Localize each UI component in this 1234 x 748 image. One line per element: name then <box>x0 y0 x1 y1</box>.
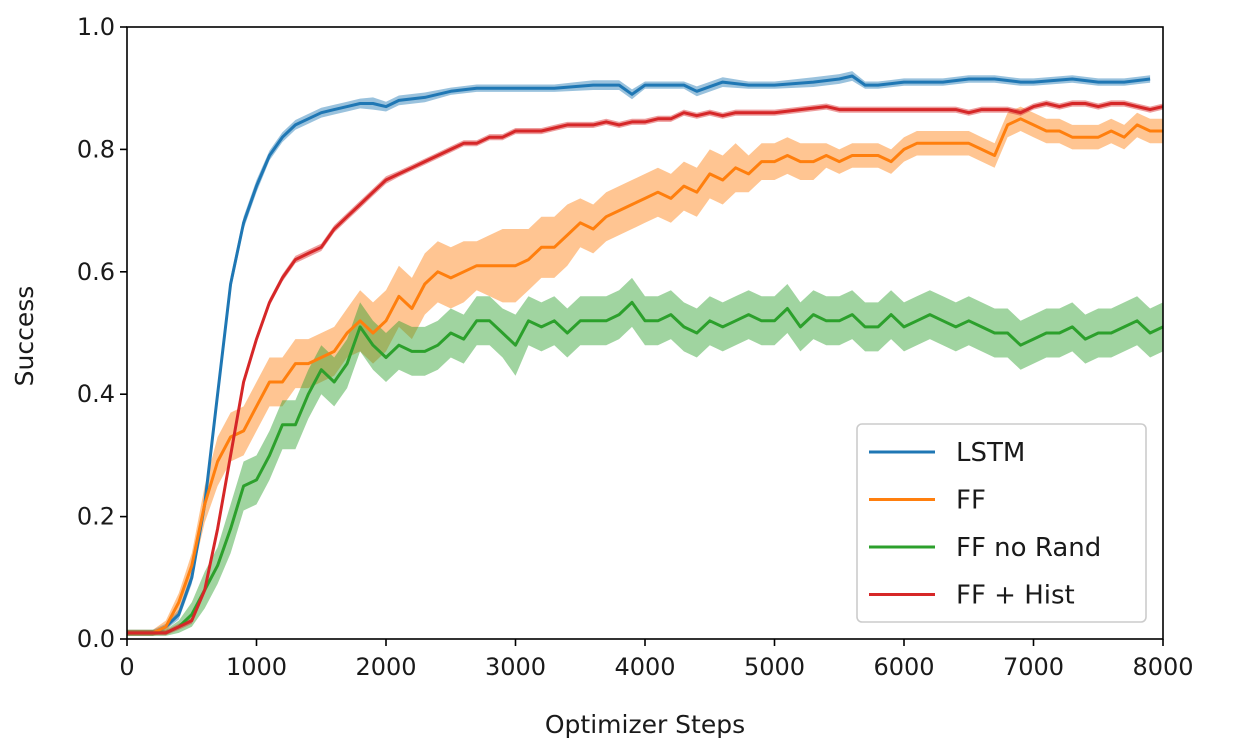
ff-hist-line <box>127 102 1164 635</box>
y-tick-label: 1.0 <box>77 13 115 41</box>
x-tick-label: 0 <box>119 653 134 681</box>
x-tick-label: 7000 <box>1003 653 1064 681</box>
y-tick-label: 0.6 <box>77 258 115 286</box>
x-axis-ticks: 0 1000 2000 3000 4000 5000 6000 7000 8000 <box>119 639 1194 681</box>
legend: LSTM FF FF no Rand FF + Hist <box>856 423 1147 623</box>
ff-band <box>127 106 1163 636</box>
y-tick-label: 0.2 <box>77 503 115 531</box>
y-tick-label: 0.0 <box>77 625 115 653</box>
y-axis-label: Success <box>10 286 39 387</box>
x-tick-label: 5000 <box>744 653 805 681</box>
x-tick-label: 8000 <box>1132 653 1193 681</box>
lstm-line <box>127 74 1151 635</box>
y-tick-label: 0.4 <box>77 380 115 408</box>
legend-label-ff: FF <box>956 486 986 516</box>
ff-no-rand-line <box>127 300 1164 635</box>
x-tick-label: 4000 <box>614 653 675 681</box>
y-axis-ticks: 0.0 0.2 0.4 0.6 0.8 1.0 <box>77 13 127 653</box>
x-tick-label: 1000 <box>226 653 287 681</box>
ff-no-rand-band <box>127 277 1163 636</box>
x-tick-label: 3000 <box>485 653 546 681</box>
legend-label-ff-no-rand: FF no Rand <box>956 533 1101 563</box>
confidence-bands <box>127 71 1163 636</box>
ff-line <box>127 117 1163 635</box>
legend-label-lstm: LSTM <box>956 438 1025 468</box>
x-axis-label: Optimizer Steps <box>545 710 745 739</box>
x-tick-label: 6000 <box>873 653 934 681</box>
legend-box <box>856 423 1147 623</box>
legend-label-ff-hist: FF + Hist <box>956 581 1075 611</box>
x-tick-label: 2000 <box>355 653 416 681</box>
y-tick-label: 0.8 <box>77 135 115 163</box>
series-lines <box>127 74 1164 635</box>
